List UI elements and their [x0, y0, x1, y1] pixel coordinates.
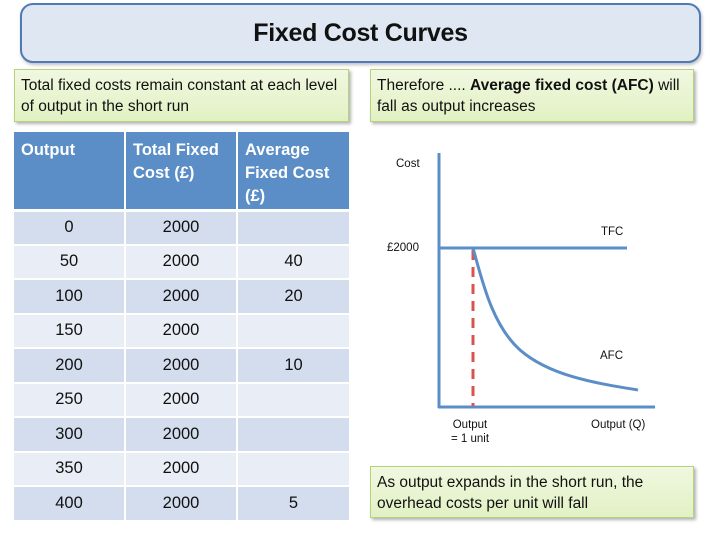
cell-tfc: 2000 [125, 313, 238, 349]
fixed-cost-table: Output Total Fixed Cost (£) Average Fixe… [14, 132, 349, 522]
cell-afc [237, 210, 349, 246]
table-row: 400 2000 5 [14, 486, 349, 522]
output-one-unit-line1: Output [452, 419, 488, 431]
cell-afc [237, 451, 349, 487]
slide-title: Fixed Cost Curves [253, 18, 468, 47]
cell-afc [237, 382, 349, 418]
note-afc-prefix: Therefore .... [377, 77, 471, 94]
cell-tfc: 2000 [125, 279, 238, 315]
table-row: 150 2000 [14, 313, 349, 349]
table-row: 50 2000 40 [14, 244, 349, 280]
afc-curve [471, 247, 639, 392]
header-total-fixed-cost: Total Fixed Cost (£) [125, 132, 238, 212]
table-row: 350 2000 [14, 451, 349, 487]
cell-output: 300 [14, 417, 126, 453]
note-tfc-constant: Total fixed costs remain constant at eac… [14, 69, 349, 122]
cost-curves-svg [437, 153, 655, 409]
cell-output: 0 [14, 210, 126, 246]
header-average-fixed-cost: Average Fixed Cost (£) [237, 132, 349, 212]
note-afc-falls: Therefore .... Average fixed cost (AFC) … [370, 69, 694, 122]
x-axis-label: Output (Q) [591, 419, 646, 431]
cell-tfc: 2000 [125, 244, 238, 280]
table-row: 0 2000 [14, 210, 349, 246]
table-row: 250 2000 [14, 382, 349, 418]
table-row: 100 2000 20 [14, 279, 349, 315]
cell-afc: 20 [237, 279, 349, 315]
y-axis-label: Cost [396, 158, 420, 170]
table-row: 200 2000 10 [14, 348, 349, 384]
table-header-row: Output Total Fixed Cost (£) Average Fixe… [14, 132, 349, 212]
cell-afc: 40 [237, 244, 349, 280]
cell-tfc: 2000 [125, 417, 238, 453]
cell-output: 150 [14, 313, 126, 349]
cell-afc [237, 417, 349, 453]
output-one-unit-line2: = 1 unit [450, 433, 490, 445]
cell-output: 350 [14, 451, 126, 487]
afc-label: AFC [600, 350, 623, 362]
note-overhead-per-unit: As output expands in the short run, the … [370, 466, 694, 518]
cell-output: 50 [14, 244, 126, 280]
header-output: Output [14, 132, 126, 212]
cell-afc: 10 [237, 348, 349, 384]
cell-tfc: 2000 [125, 210, 238, 246]
note-afc-bold: Average fixed cost (AFC) [470, 77, 654, 94]
y-tick-2000-label: £2000 [387, 242, 419, 254]
output-one-unit-label: Output = 1 unit [450, 418, 490, 446]
cell-output: 200 [14, 348, 126, 384]
cell-output: 400 [14, 486, 126, 522]
cell-output: 100 [14, 279, 126, 315]
title-box: Fixed Cost Curves [20, 3, 701, 63]
cell-tfc: 2000 [125, 451, 238, 487]
table-row: 300 2000 [14, 417, 349, 453]
cell-tfc: 2000 [125, 382, 238, 418]
tfc-label: TFC [601, 226, 624, 238]
fixed-cost-diagram: Cost £2000 TFC AFC Output = 1 unit Outpu… [370, 140, 690, 460]
cell-afc: 5 [237, 486, 349, 522]
cell-tfc: 2000 [125, 486, 238, 522]
cell-output: 250 [14, 382, 126, 418]
note-afc-suffix: will fall as output increases [377, 77, 680, 115]
cell-tfc: 2000 [125, 348, 238, 384]
cell-afc [237, 313, 349, 349]
